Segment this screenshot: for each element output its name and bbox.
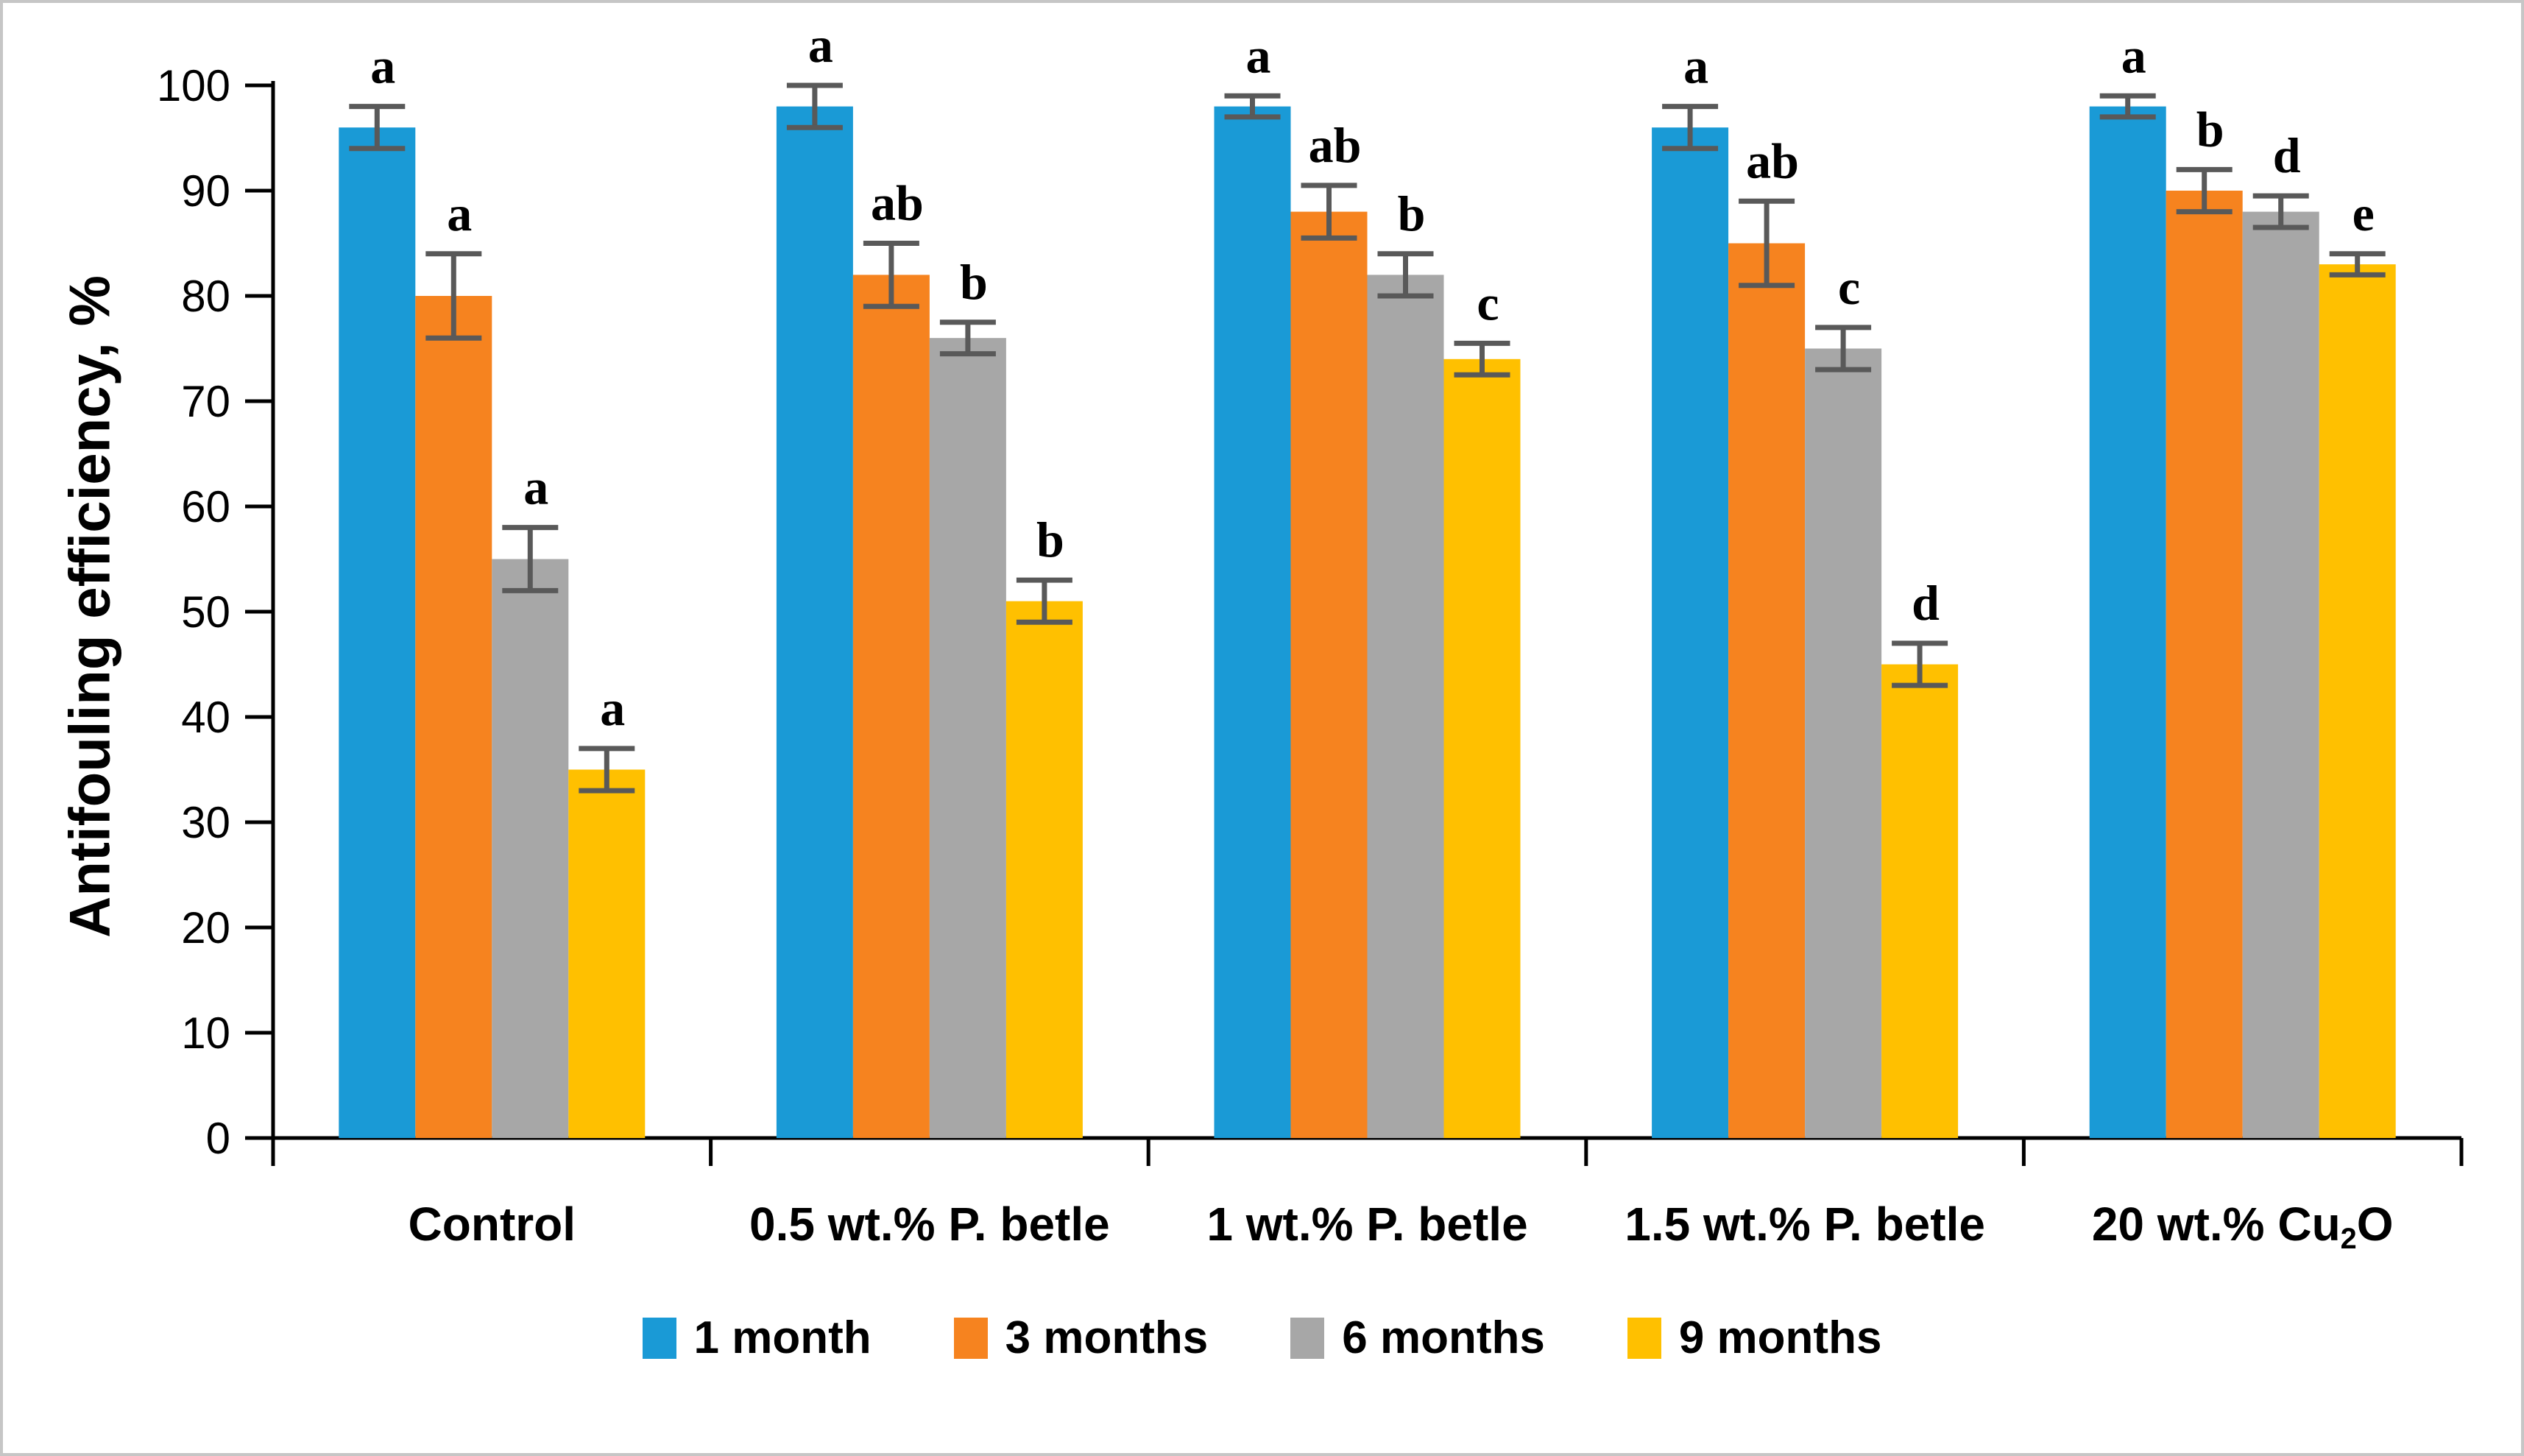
bar [1728, 243, 1806, 1138]
x-category-label-text: O [2356, 1198, 2394, 1251]
legend-item: 9 months [1627, 1312, 1882, 1364]
significance-letter: b [1036, 512, 1064, 568]
significance-letter: a [2121, 27, 2146, 83]
bar [776, 106, 853, 1139]
y-tick-label: 0 [206, 1114, 230, 1163]
x-category-label-text: 20 wt.% Cu [2091, 1198, 2341, 1251]
y-tick-label: 100 [157, 61, 230, 110]
significance-letter: ab [1746, 132, 1799, 188]
bar [2166, 191, 2243, 1138]
y-tick-label: 10 [181, 1008, 230, 1058]
bar [1214, 106, 1291, 1139]
x-category-label-text: Control [408, 1198, 576, 1251]
bar [1881, 664, 1959, 1138]
significance-letter: a [447, 185, 472, 241]
significance-letter: a [1683, 38, 1708, 94]
legend-label: 1 month [693, 1312, 872, 1363]
y-tick-label: 20 [181, 903, 230, 953]
bar [2242, 211, 2319, 1139]
x-category-label-text: 0.5 wt.% P. betle [749, 1198, 1110, 1251]
significance-letter: c [1838, 259, 1860, 315]
significance-letter: ab [1309, 117, 1362, 173]
bar [1443, 358, 1521, 1138]
x-category-label-subscript: 2 [2340, 1223, 2357, 1256]
bar [1805, 348, 1882, 1138]
x-category-label-text: 1 wt.% P. betle [1206, 1198, 1528, 1251]
x-category-label: 1.5 wt.% P. betle [1625, 1197, 1985, 1251]
y-tick-label: 30 [181, 798, 230, 847]
bar [1652, 127, 1729, 1139]
bar [852, 275, 930, 1138]
significance-letter: c [1477, 275, 1499, 331]
y-tick-label: 90 [181, 166, 230, 216]
legend-item: 6 months [1290, 1312, 1545, 1364]
significance-letter: a [1246, 27, 1271, 83]
y-axis-title: Antifouling efficiency, % [57, 275, 122, 938]
bar [568, 769, 646, 1138]
x-category-label-text: 1.5 wt.% P. betle [1625, 1198, 1985, 1251]
significance-letter: a [808, 17, 833, 73]
legend-label: 9 months [1678, 1312, 1882, 1363]
y-tick-label: 60 [181, 482, 230, 531]
bar [2319, 264, 2396, 1139]
y-tick-label: 50 [181, 587, 230, 637]
legend-label: 6 months [1342, 1312, 1545, 1363]
significance-letter: b [1398, 185, 1426, 241]
bar [415, 296, 492, 1138]
significance-letter: e [2352, 185, 2375, 241]
significance-letter: a [523, 459, 548, 515]
y-tick-label: 40 [181, 693, 230, 742]
significance-letter: a [370, 38, 395, 94]
significance-letter: a [600, 680, 625, 736]
x-category-label: 20 wt.% Cu2O [2092, 1197, 2394, 1256]
legend-swatch [1627, 1317, 1661, 1359]
bar [492, 559, 569, 1138]
chart-legend: 1 month 3 months 6 months 9 months [3, 1312, 2521, 1364]
x-category-label: Control [409, 1197, 576, 1251]
significance-letter: b [960, 254, 988, 310]
legend-swatch [642, 1317, 676, 1359]
significance-letter: b [2196, 101, 2224, 157]
significance-letter: ab [871, 175, 924, 231]
x-category-label: 0.5 wt.% P. betle [749, 1197, 1110, 1251]
legend-item: 3 months [953, 1312, 1209, 1364]
y-tick-label: 80 [181, 272, 230, 321]
x-category-label: 1 wt.% P. betle [1206, 1197, 1527, 1251]
bar [1290, 211, 1368, 1139]
bar [1005, 601, 1083, 1138]
bar [339, 127, 416, 1139]
legend-label: 3 months [1005, 1312, 1209, 1363]
significance-letter: d [1912, 575, 1940, 631]
y-tick-label: 70 [181, 377, 230, 426]
bar [929, 338, 1006, 1139]
legend-swatch [953, 1317, 988, 1359]
bar [2089, 106, 2166, 1139]
legend-item: 1 month [642, 1312, 872, 1364]
legend-swatch [1290, 1317, 1325, 1359]
bar [1367, 275, 1444, 1138]
significance-letter: d [2273, 127, 2301, 183]
